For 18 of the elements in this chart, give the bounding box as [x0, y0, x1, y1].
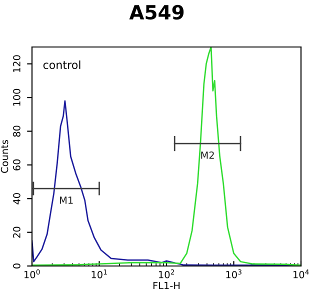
x-axis-title: FL1-H — [153, 282, 180, 290]
y-tick-label: 60 — [13, 159, 20, 170]
chart-title: A549 — [129, 4, 184, 20]
y-tick-label: 20 — [13, 226, 20, 238]
x-tick-label: 10$^{4}$ — [294, 270, 309, 278]
x-tick-label: 10$^{3}$ — [226, 269, 242, 278]
y-tick-label: 80 — [13, 126, 20, 137]
x-tick-label: 10$^{2}$ — [159, 269, 174, 278]
y-tick-label: 0 — [13, 264, 20, 268]
series-label: M2 — [201, 151, 214, 159]
y-tick-label: 40 — [13, 193, 20, 204]
annotation: control — [43, 60, 80, 70]
y-tick-label: 120 — [13, 55, 20, 72]
x-tick-label: 10$^{0}$ — [24, 269, 40, 278]
y-axis-title: Counts — [0, 140, 8, 173]
x-tick-label: 10$^{1}$ — [92, 270, 107, 278]
y-tick-label: 100 — [13, 88, 20, 106]
series-label: M1 — [60, 196, 73, 204]
